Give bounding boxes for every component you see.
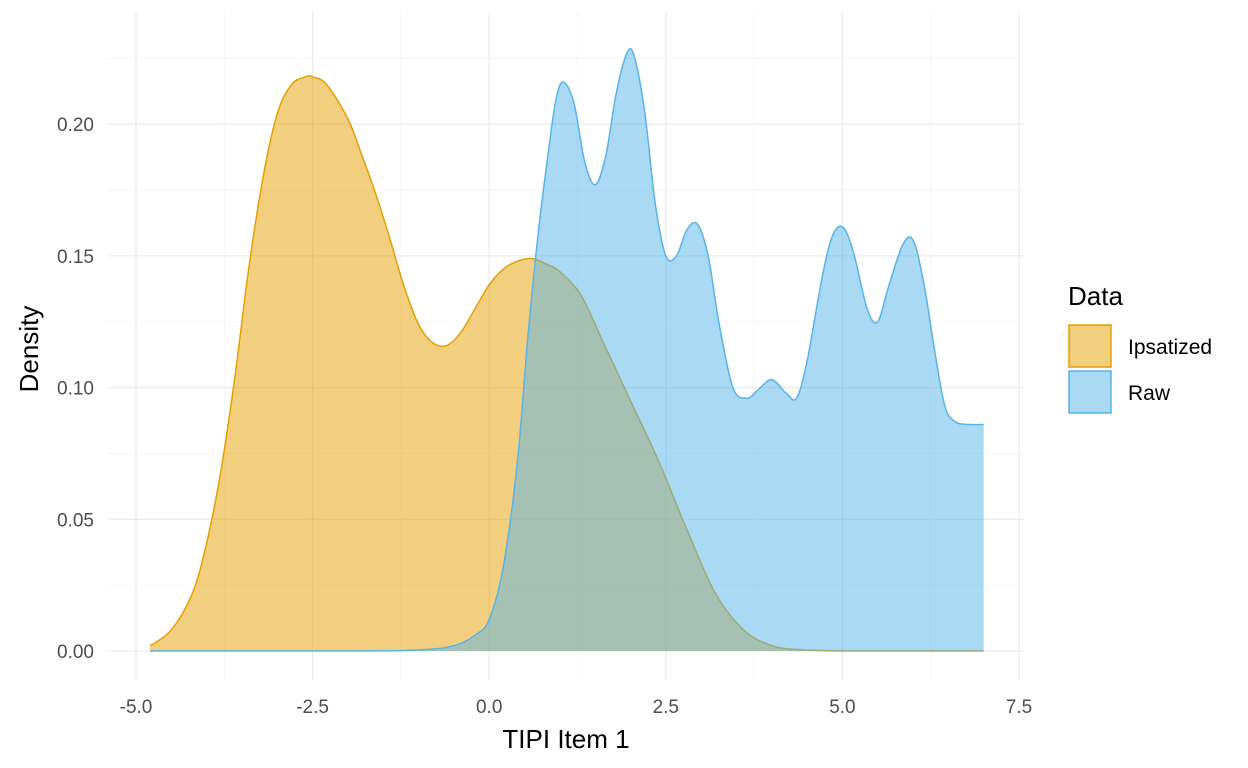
- y-tick-label: 0.20: [57, 115, 94, 136]
- y-tick-label: 0.15: [57, 247, 94, 268]
- x-tick-label: 7.5: [1006, 697, 1032, 718]
- x-tick-label: -5.0: [120, 697, 153, 718]
- x-tick-label: -2.5: [296, 697, 329, 718]
- legend-label-ipsatized: Ipsatized: [1128, 336, 1212, 359]
- x-tick-label: 5.0: [829, 697, 855, 718]
- y-axis-title: Density: [14, 306, 44, 393]
- x-axis-title: TIPI Item 1: [502, 724, 629, 754]
- x-tick-label: 0.0: [476, 697, 502, 718]
- legend-title: Data: [1068, 281, 1123, 311]
- y-tick-label: 0.00: [57, 642, 94, 663]
- density-line-raw: [150, 47, 984, 652]
- legend: Data Ipsatized Raw: [1068, 281, 1212, 414]
- density-area-raw: [150, 48, 984, 652]
- x-tick-label: 2.5: [653, 697, 679, 718]
- legend-swatch-ipsatized: [1068, 324, 1112, 368]
- x-axis-ticks: -5.0 -2.5 0.0 2.5 5.0 7.5: [120, 697, 1033, 718]
- legend-swatch-raw: [1068, 370, 1112, 414]
- y-tick-label: 0.05: [57, 510, 94, 531]
- area-layer: [149, 47, 984, 652]
- y-tick-label: 0.10: [57, 379, 94, 400]
- legend-items: Ipsatized Raw: [1068, 324, 1212, 414]
- legend-label-raw: Raw: [1128, 382, 1171, 405]
- y-axis-ticks: 0.00 0.05 0.10 0.15 0.20: [57, 115, 94, 663]
